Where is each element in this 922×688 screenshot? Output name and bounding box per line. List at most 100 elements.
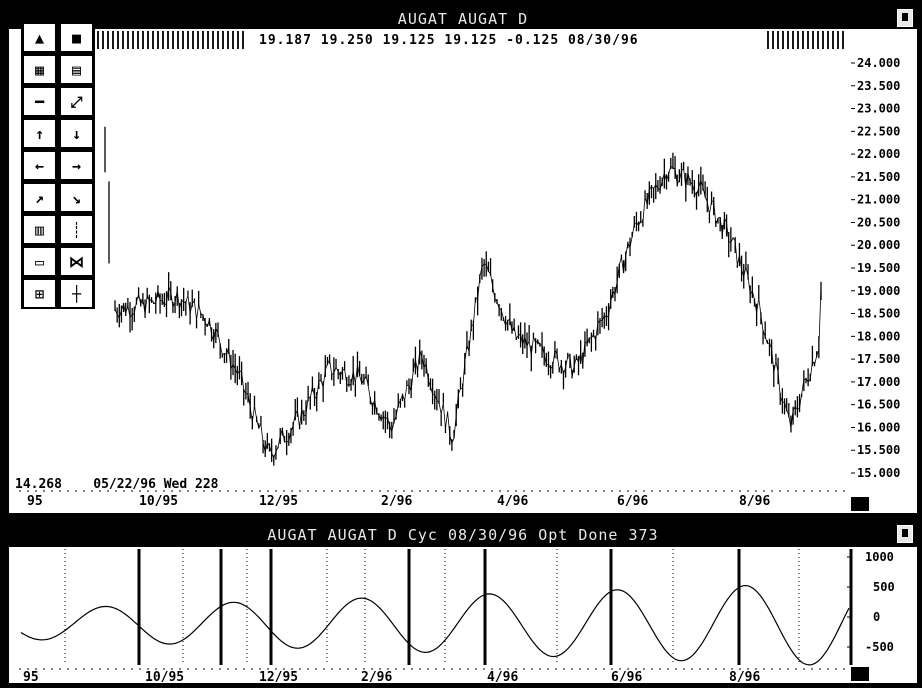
price-segment [666,174,670,181]
price-segment [146,295,150,302]
x-tick-label: 2/96 [381,494,412,509]
layout-icon[interactable]: ▤ [60,55,93,84]
up-arrow-icon[interactable]: ↑ [23,119,56,148]
price-segment [580,352,584,365]
minus-icon[interactable]: ━ [23,87,56,116]
expand-icon[interactable]: ⤢ [60,87,93,116]
bars-icon[interactable]: ▥ [23,215,56,244]
price-segment [164,303,167,306]
price-segment [312,386,315,398]
price-segment [423,363,427,368]
price-segment [492,286,496,299]
price-segment [747,275,751,295]
y-tick-label: -500 [865,640,894,654]
x-tick-label: 95 [23,670,39,683]
price-segment [464,345,468,363]
window-menu-button[interactable] [897,9,913,27]
price-segment [558,364,562,370]
trend-down-icon[interactable]: ↘ [60,183,93,212]
toolbar-row: ▥ ┊ [23,215,93,244]
price-segment [262,442,266,453]
price-segment [161,300,165,306]
bowtie-icon[interactable]: ⋈ [60,247,93,276]
price-segment [267,442,270,447]
price-segment [372,399,376,408]
price-segment [206,319,210,327]
toolbar-row: ▭ ⋈ [23,247,93,276]
quote-line: 19.187 19.250 19.125 19.125 -0.125 08/30… [259,33,639,48]
price-segment [290,425,294,432]
price-segment [771,348,775,373]
right-arrow-icon[interactable]: → [60,151,93,180]
price-segment [751,290,755,300]
price-segment [606,315,609,318]
price-segment [142,298,146,315]
y-tick-label: 18.000 [857,329,900,343]
y-tick-label: 16.500 [857,398,900,412]
trend-up-icon[interactable]: ↗ [23,183,56,212]
price-segment [709,201,712,215]
main-titlebar[interactable]: AUGAT AUGAT D [9,7,917,29]
cycle-menu-button[interactable] [897,525,913,543]
price-segment [170,291,174,308]
fib-icon[interactable]: ⊞ [23,279,56,308]
price-segment [543,354,547,365]
price-segment [172,302,176,308]
cycle-titlebar[interactable]: AUGAT AUGAT D Cyc 08/30/96 Opt Done 373 [9,523,917,547]
price-segment [320,380,324,388]
price-segment [745,266,749,277]
price-segment [204,322,208,327]
price-segment [127,305,131,318]
price-segment [807,378,811,383]
price-segment [219,344,223,355]
price-segment [217,332,221,345]
price-segment [784,402,788,410]
y-tick-label: 19.000 [857,284,900,298]
y-tick-label: 20.000 [857,238,900,252]
price-segment [646,188,650,205]
zoom-icon[interactable]: ▦ [23,55,56,84]
down-arrow-icon[interactable]: ↓ [60,119,93,148]
price-segment [363,375,367,381]
menu-icon [902,529,908,537]
y-tick-label: 15.500 [857,443,900,457]
price-segment [790,409,794,429]
price-segment [674,169,678,185]
price-segment [730,237,734,243]
cycle-chart[interactable]: 1000 500 0 -500 95 10/95 12/95 2/96 4/96 6/96 8/96 [9,523,917,683]
price-segment [659,180,663,191]
price-segment [466,345,470,352]
price-segment [395,404,399,417]
price-segment [305,397,309,416]
price-segment [724,217,727,224]
x-tick-label: 6/96 [611,670,642,683]
price-segment [503,318,506,326]
price-segment [505,320,509,326]
price-segment [477,277,481,300]
price-segment [352,371,356,384]
ticks-icon[interactable]: ┊ [60,215,93,244]
chart-icon[interactable]: ▲ [23,23,56,52]
price-segment [513,326,517,339]
price-segment [211,334,215,342]
toolbar-row: ⊞ ┼ [23,279,93,308]
left-arrow-icon[interactable]: ← [23,151,56,180]
price-segment [500,309,504,319]
price-segment [209,319,212,336]
price-segment [243,389,247,394]
grid-icon[interactable]: ■ [60,23,93,52]
price-segment [672,167,676,170]
price-segment [230,364,234,370]
cross-icon[interactable]: ┼ [60,279,93,308]
cycle-scroll-corner[interactable] [851,667,869,681]
scroll-corner[interactable] [851,497,869,511]
price-segment [400,394,403,401]
price-segment [702,186,706,198]
quote-high: 19.250 [320,33,374,48]
price-segment [526,340,530,347]
price-segment [801,379,805,395]
price-segment [354,365,358,384]
channel-icon[interactable]: ▭ [23,247,56,276]
price-chart[interactable]: 24.000 23.500 23.000 22.500 22.000 21.500 21.0… [9,7,917,513]
price-segment [166,286,170,304]
